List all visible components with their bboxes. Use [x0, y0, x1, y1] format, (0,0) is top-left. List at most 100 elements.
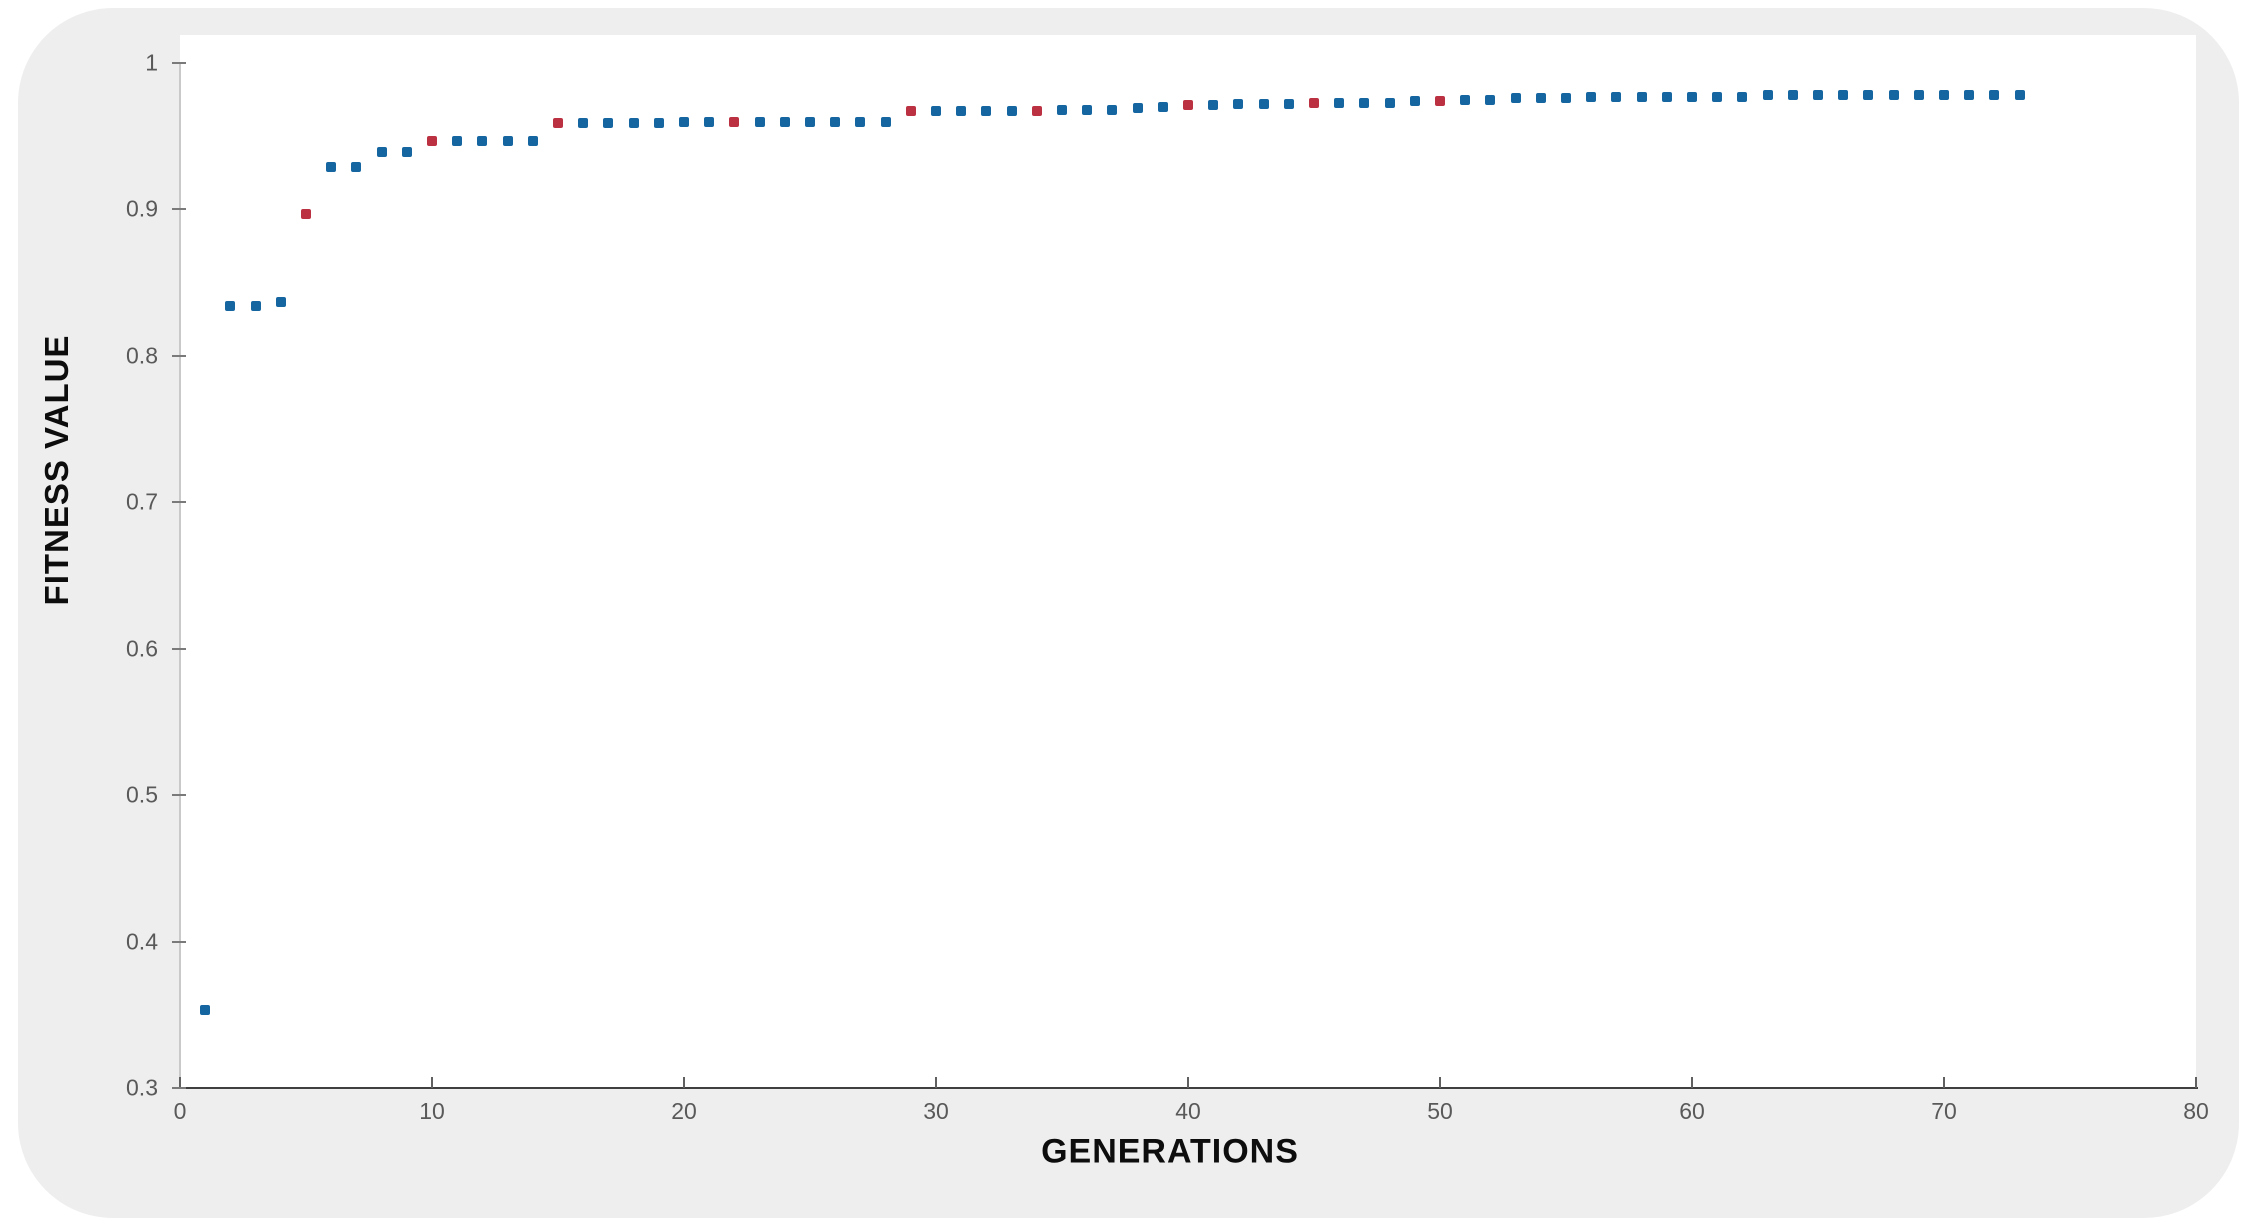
data-point-blue	[1359, 97, 1370, 108]
data-point-blue	[1107, 104, 1118, 115]
x-tick-label: 50	[1427, 1098, 1453, 1124]
y-axis-tick	[172, 208, 186, 211]
data-point-blue	[1082, 104, 1093, 115]
x-axis-line	[180, 1087, 2198, 1089]
y-tick-label: 0.8	[126, 342, 158, 369]
x-tick-label: 40	[1175, 1098, 1201, 1124]
x-axis-tick	[1187, 1077, 1189, 1088]
y-axis-tick	[172, 1087, 186, 1089]
data-point-blue	[275, 296, 286, 307]
data-point-blue	[477, 135, 488, 146]
data-point-blue	[1460, 94, 1471, 105]
x-axis-tick	[935, 1077, 937, 1088]
y-axis-tick	[172, 62, 186, 64]
data-point-blue	[1006, 106, 1017, 117]
data-point-blue	[704, 116, 715, 127]
x-tick-label: 10	[419, 1098, 445, 1124]
data-point-blue	[1913, 90, 1924, 101]
data-point-blue	[603, 118, 614, 129]
x-axis-tick	[683, 1077, 685, 1088]
data-point-blue	[527, 135, 538, 146]
y-tick-label: 0.9	[126, 195, 158, 222]
data-point-blue	[1636, 91, 1647, 102]
data-point-blue	[1409, 96, 1420, 107]
y-tick-label: 0.4	[126, 928, 158, 955]
x-axis-tick	[179, 1077, 181, 1088]
data-point-blue	[754, 116, 765, 127]
data-point-blue	[880, 116, 891, 127]
data-point-blue	[1712, 91, 1723, 102]
data-point-blue	[956, 106, 967, 117]
data-point-blue	[401, 147, 412, 158]
data-point-blue	[1233, 99, 1244, 109]
data-point-blue	[1485, 94, 1496, 105]
data-point-blue	[805, 116, 815, 127]
data-point-blue	[830, 116, 841, 127]
data-point-blue	[250, 301, 261, 312]
data-point-blue	[2014, 90, 2025, 101]
data-point-blue	[1888, 90, 1899, 101]
x-axis-title: GENERATIONS	[1041, 1132, 1299, 1171]
y-tick-label: 0.7	[126, 488, 158, 515]
y-tick-label: 0.5	[126, 781, 158, 808]
data-point-blue	[1283, 99, 1294, 109]
data-point-blue	[376, 147, 387, 158]
y-axis-line	[179, 63, 181, 1088]
data-point-blue	[981, 106, 992, 117]
data-point-blue	[1611, 91, 1622, 102]
y-axis-tick	[172, 354, 186, 357]
data-point-blue	[779, 116, 790, 127]
data-point-blue	[1813, 90, 1823, 101]
data-point-red	[301, 208, 311, 219]
y-axis-tick	[172, 940, 186, 943]
data-point-blue	[1661, 91, 1672, 102]
data-point-blue	[578, 118, 589, 129]
x-tick-label: 60	[1679, 1098, 1705, 1124]
data-point-blue	[1838, 90, 1849, 101]
y-axis-tick	[172, 647, 186, 650]
data-point-red	[427, 135, 437, 146]
data-point-blue	[502, 135, 513, 146]
data-point-blue	[931, 106, 941, 117]
x-tick-label: 0	[173, 1098, 187, 1124]
x-tick-label: 70	[1931, 1098, 1957, 1124]
x-axis-tick	[1943, 1077, 1945, 1088]
y-axis-tick	[172, 501, 186, 504]
x-axis-tick	[431, 1077, 433, 1088]
y-axis-title: FITNESS VALUE	[38, 334, 75, 606]
data-point-blue	[326, 161, 337, 172]
data-point-blue	[1989, 90, 2000, 101]
data-point-blue	[1737, 91, 1748, 102]
data-point-blue	[1132, 103, 1143, 114]
plot-area	[180, 35, 2196, 1088]
data-point-blue	[452, 135, 463, 146]
data-point-blue	[1863, 90, 1874, 101]
data-point-blue	[653, 118, 664, 129]
data-point-blue	[1787, 90, 1798, 101]
data-point-blue	[1586, 91, 1597, 102]
data-point-blue	[351, 161, 362, 172]
data-point-blue	[628, 118, 639, 129]
x-axis-tick	[1691, 1077, 1693, 1088]
x-tick-label: 30	[923, 1098, 949, 1124]
data-point-red	[1031, 106, 1042, 117]
data-point-blue	[1208, 100, 1219, 111]
y-axis-tick	[172, 794, 186, 797]
data-point-blue	[1535, 93, 1546, 104]
y-tick-label: 1	[145, 49, 158, 76]
x-tick-label: 20	[671, 1098, 697, 1124]
data-point-red	[1309, 97, 1319, 108]
data-point-red	[1183, 100, 1193, 111]
data-point-blue	[1510, 93, 1521, 104]
data-point-blue	[1057, 104, 1067, 115]
data-point-red	[729, 116, 740, 127]
y-tick-label: 0.3	[126, 1074, 158, 1101]
data-point-blue	[1384, 97, 1395, 108]
data-point-blue	[1157, 101, 1168, 112]
data-point-red	[905, 106, 916, 117]
x-tick-label: 80	[2183, 1098, 2209, 1124]
data-point-blue	[1964, 90, 1975, 101]
data-point-blue	[855, 116, 866, 127]
